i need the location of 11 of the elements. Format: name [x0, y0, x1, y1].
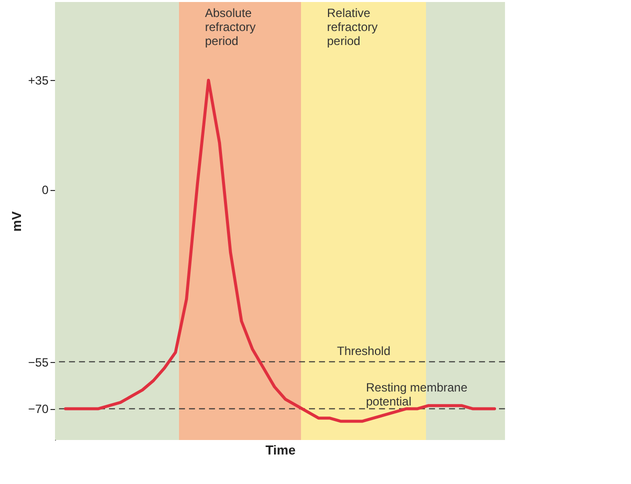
y-tick-label: −55	[28, 355, 49, 370]
y-axis-title: mV	[9, 211, 24, 232]
y-tick-label: 0	[42, 183, 49, 198]
y-tick-label: +35	[28, 74, 49, 88]
x-axis-title: Time	[265, 442, 296, 458]
annotation: Absolute refractory period	[205, 6, 256, 48]
y-tick-label: −70	[28, 402, 49, 416]
line-series	[64, 78, 496, 423]
ref-line-label: Threshold	[337, 344, 390, 358]
ref-line-label: Resting membrane potential	[366, 380, 468, 409]
annotation: Relative refractory period	[327, 6, 378, 48]
